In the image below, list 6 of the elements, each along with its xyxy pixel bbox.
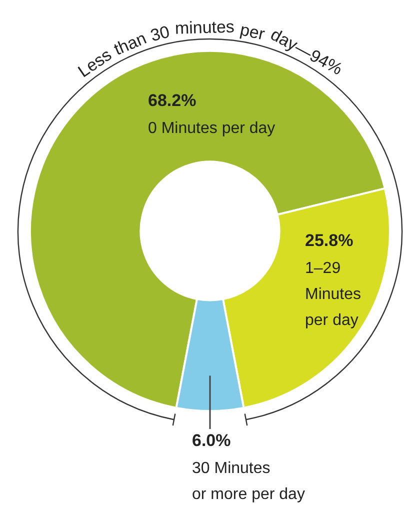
slice-label: 1–29 Minutes per day	[305, 260, 362, 329]
data-label: 68.2%	[148, 91, 196, 110]
slice-label: 30 Minutes or more per day	[192, 460, 305, 503]
data-label: 25.8%	[305, 231, 354, 250]
data-label: 6.0%	[192, 431, 231, 450]
slice-label: 0 Minutes per day	[148, 120, 276, 137]
